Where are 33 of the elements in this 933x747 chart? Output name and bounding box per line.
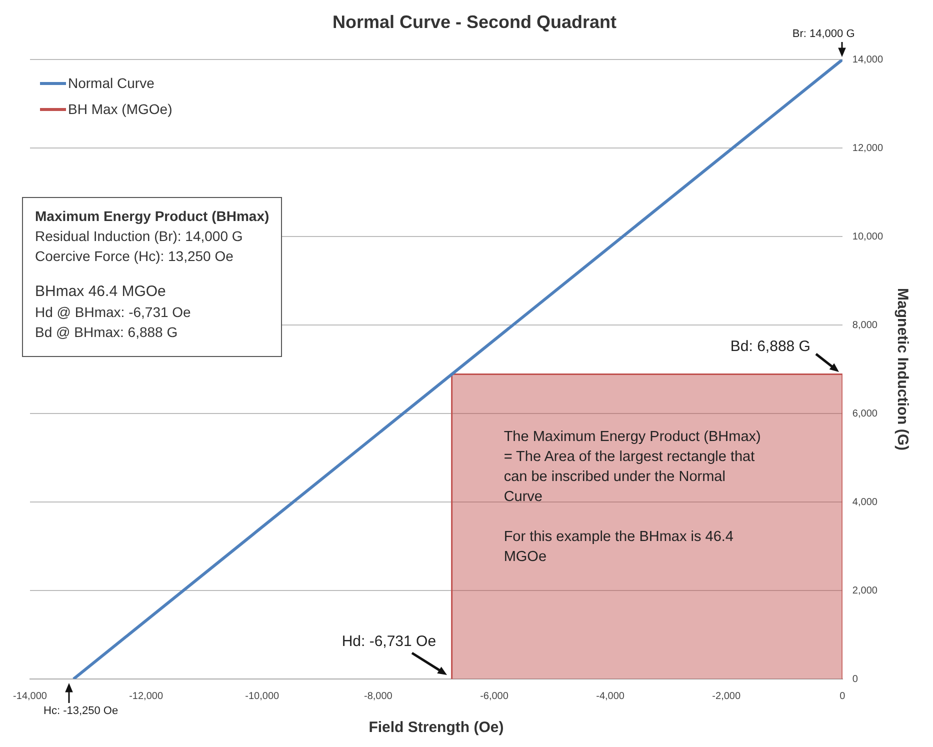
y-tick-label: 6,000 [852, 408, 878, 420]
y-tick-label: 12,000 [852, 142, 884, 154]
y-tick-label: 4,000 [852, 496, 878, 508]
x-tick-label: -6,000 [480, 690, 509, 702]
y-tick-label: 8,000 [852, 320, 878, 331]
annotation: Hd: -6,731 Oe [342, 633, 436, 650]
x-tick-label: -10,000 [245, 690, 280, 702]
y-tick-label: 0 [852, 674, 858, 685]
legend-label: Normal Curve [67, 74, 156, 93]
x-tick-label: -8,000 [364, 690, 393, 702]
annotation: Residual Induction (Br): 14,000 G [35, 226, 244, 246]
x-tick-label: 0 [840, 690, 846, 702]
annotation: BHmax 46.4 MGOe [35, 282, 167, 302]
y-tick-label: 2,000 [852, 585, 878, 596]
y-axis-title: Magnetic Induction (G) [894, 288, 911, 451]
x-tick-label: -14,000 [13, 690, 48, 702]
annotation: Br: 14,000 G [792, 28, 855, 40]
annotation: Maximum Energy Product (BHmax) [35, 206, 270, 226]
annotation: Hd @ BHmax: -6,731 Oe [35, 302, 192, 322]
x-tick-label: -12,000 [129, 690, 164, 702]
annotation: Coercive Force (Hc): 13,250 Oe [35, 246, 234, 266]
y-tick-label: 10,000 [852, 231, 884, 242]
annotation: Bd @ BHmax: 6,888 G [35, 322, 179, 342]
annotation: Hc: -13,250 Oe [44, 705, 118, 717]
legend-label: BH Max (MGOe) [67, 100, 172, 119]
x-tick-label: -2,000 [712, 690, 741, 702]
chart-title: Normal Curve - Second Quadrant [332, 12, 617, 32]
y-tick-label: 14,000 [852, 54, 884, 66]
annotation: For this example the BHmax is 46.4 MGOe [504, 528, 734, 567]
x-axis-title: Field Strength (Oe) [368, 719, 504, 736]
x-tick-label: -4,000 [596, 690, 625, 702]
annotation: The Maximum Energy Product (BHmax) = The Area of the largest rectangle that can be inscribed under the Normal Curve [504, 428, 762, 507]
annotation: Bd: 6,888 G [730, 338, 810, 356]
